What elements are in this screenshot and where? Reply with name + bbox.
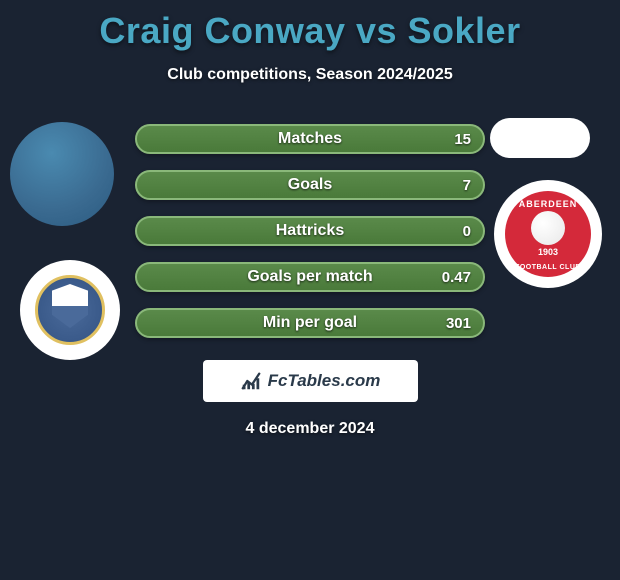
stat-label: Goals per match: [247, 268, 372, 286]
player-left-avatar: [10, 122, 114, 226]
club-right-year: 1903: [538, 247, 558, 257]
stat-row-matches: Matches 15: [135, 124, 485, 154]
stat-row-goals: Goals 7: [135, 170, 485, 200]
club-right-badge: ABERDEEN 1903 FOOTBALL CLUB: [494, 180, 602, 288]
chart-icon: [240, 370, 262, 392]
stat-row-min-per-goal: Min per goal 301: [135, 308, 485, 338]
stat-row-hattricks: Hattricks 0: [135, 216, 485, 246]
stat-label: Min per goal: [263, 314, 357, 332]
stat-value-right: 15: [454, 131, 471, 148]
page-title: Craig Conway vs Sokler: [0, 0, 620, 52]
stat-label: Matches: [278, 130, 342, 148]
watermark-text: FcTables.com: [268, 371, 381, 391]
date-label: 4 december 2024: [0, 420, 620, 438]
stat-row-goals-per-match: Goals per match 0.47: [135, 262, 485, 292]
stat-label: Hattricks: [276, 222, 344, 240]
stat-value-right: 0: [463, 223, 471, 240]
stat-value-right: 7: [463, 177, 471, 194]
watermark-badge[interactable]: FcTables.com: [203, 360, 418, 402]
club-left-badge: [20, 260, 120, 360]
subtitle: Club competitions, Season 2024/2025: [0, 66, 620, 84]
player-right-avatar: [490, 118, 590, 158]
stats-container: Matches 15 Goals 7 Hattricks 0 Goals per…: [135, 124, 485, 338]
club-right-subname: FOOTBALL CLUB: [515, 264, 581, 271]
stat-value-right: 0.47: [442, 269, 471, 286]
club-right-name: ABERDEEN: [519, 199, 578, 209]
stat-value-right: 301: [446, 315, 471, 332]
stat-label: Goals: [288, 176, 332, 194]
